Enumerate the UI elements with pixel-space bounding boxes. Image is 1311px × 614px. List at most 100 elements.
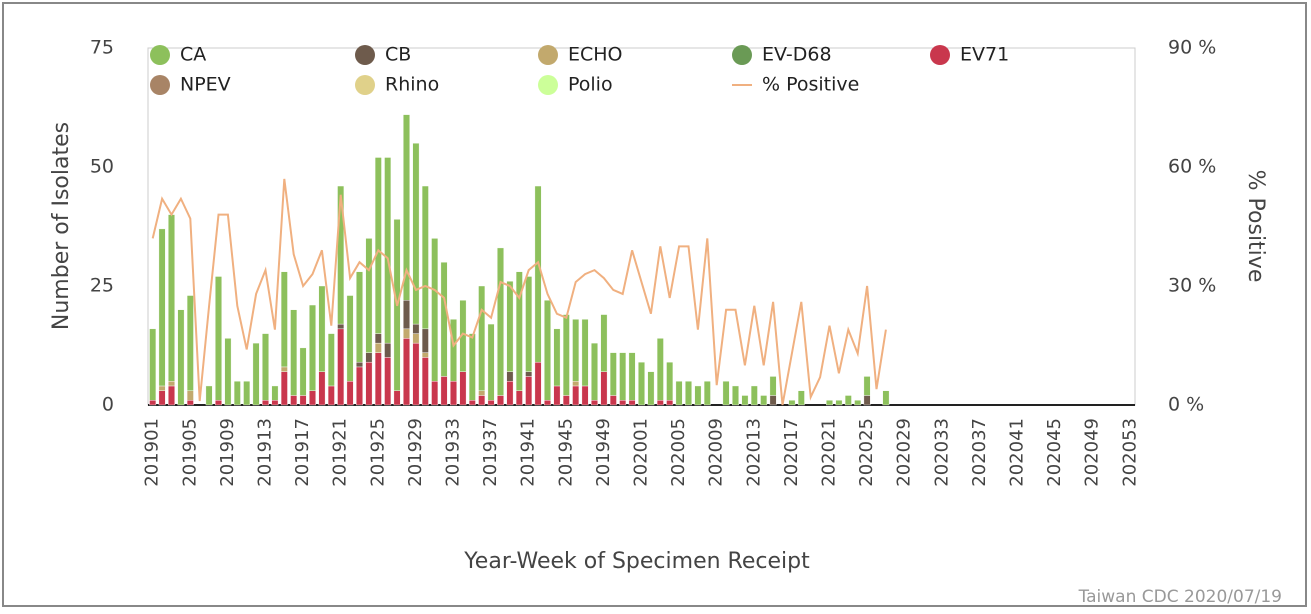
bar [421, 185, 429, 330]
bar [412, 323, 420, 334]
bar [609, 352, 617, 396]
x-tick-label: 201937 [480, 418, 501, 487]
bar [346, 381, 354, 406]
bar [600, 371, 608, 406]
bar [515, 390, 523, 406]
x-tick-label: 202001 [631, 418, 652, 487]
x-tick-label: 201933 [443, 418, 464, 487]
bar [149, 400, 157, 406]
bar [356, 271, 363, 363]
bar [694, 385, 702, 406]
bar [459, 371, 467, 406]
bar [534, 185, 542, 363]
bar [215, 276, 222, 401]
bar [525, 376, 533, 406]
bar [346, 295, 354, 382]
legend-swatch [732, 45, 752, 65]
bar [290, 395, 298, 406]
bar [262, 400, 269, 406]
bar [233, 381, 241, 406]
bar [525, 276, 533, 372]
y2-tick-label: 90 % [1168, 37, 1216, 59]
legend-swatch [355, 45, 375, 65]
x-tick-label: 202029 [894, 418, 915, 487]
legend-label: CB [385, 44, 411, 66]
bar [450, 381, 457, 406]
bar [365, 361, 373, 406]
x-tick-label: 201941 [518, 418, 539, 487]
bar [252, 342, 260, 406]
bar [478, 395, 486, 406]
bar [224, 338, 232, 406]
line [151, 178, 887, 406]
x-axis-title: Year-Week of Specimen Receipt [463, 549, 810, 574]
x-tick-label: 202049 [1082, 418, 1103, 487]
bar [262, 333, 269, 401]
x-tick-label: 202037 [969, 418, 990, 487]
bar [431, 381, 439, 406]
legend-swatch [930, 45, 950, 65]
bar [271, 400, 279, 406]
bar [647, 371, 655, 406]
bar [572, 385, 580, 406]
legend-label: % Positive [762, 74, 859, 96]
bar [553, 328, 561, 387]
legend-swatch [538, 45, 558, 65]
x-tick-label: 201949 [593, 418, 614, 487]
bar [374, 157, 382, 334]
bar [412, 142, 420, 325]
x-tick-label: 202025 [856, 418, 877, 487]
bar [271, 385, 279, 401]
bar [487, 400, 495, 406]
bar [638, 361, 645, 406]
bar [722, 381, 730, 406]
legend-swatch [355, 75, 375, 95]
bar [863, 376, 871, 396]
bar [675, 381, 683, 406]
bar [572, 381, 580, 387]
x-tick-label: 202033 [931, 418, 952, 487]
bar [525, 371, 533, 377]
bar [506, 281, 514, 372]
bar [421, 352, 429, 358]
bar [591, 400, 598, 406]
y-axis-title: Number of Isolates [49, 122, 74, 330]
bar [619, 352, 627, 401]
x-tick-label: 201921 [330, 418, 351, 487]
bar [374, 333, 382, 344]
bar [628, 352, 636, 401]
bar [487, 323, 495, 401]
bar [544, 400, 551, 406]
x-tick-label: 201913 [255, 418, 276, 487]
bar [835, 400, 843, 406]
legend-label: NPEV [180, 74, 231, 96]
bar [327, 333, 335, 387]
bar [186, 400, 194, 406]
bar [149, 328, 157, 401]
bar [769, 376, 777, 396]
bar [337, 328, 345, 406]
bar [356, 361, 363, 368]
legend-label: EV-D68 [762, 44, 832, 66]
bar [572, 319, 580, 382]
bar [309, 390, 316, 406]
bar [421, 328, 429, 353]
bar [703, 381, 711, 406]
x-tick-label: 202013 [743, 418, 764, 487]
bar [769, 395, 777, 406]
bar [591, 342, 598, 401]
bar [826, 400, 833, 406]
x-tick-label: 201925 [367, 418, 388, 487]
bar [431, 238, 439, 382]
bar [158, 390, 166, 406]
bar [581, 319, 589, 387]
bar [168, 381, 175, 387]
y-tick-label: 0 [102, 394, 114, 416]
bar [412, 342, 420, 406]
bar [318, 285, 326, 372]
bar [309, 304, 316, 391]
bar [797, 390, 805, 406]
x-tick-label: 202021 [819, 418, 840, 487]
bar [421, 357, 429, 406]
